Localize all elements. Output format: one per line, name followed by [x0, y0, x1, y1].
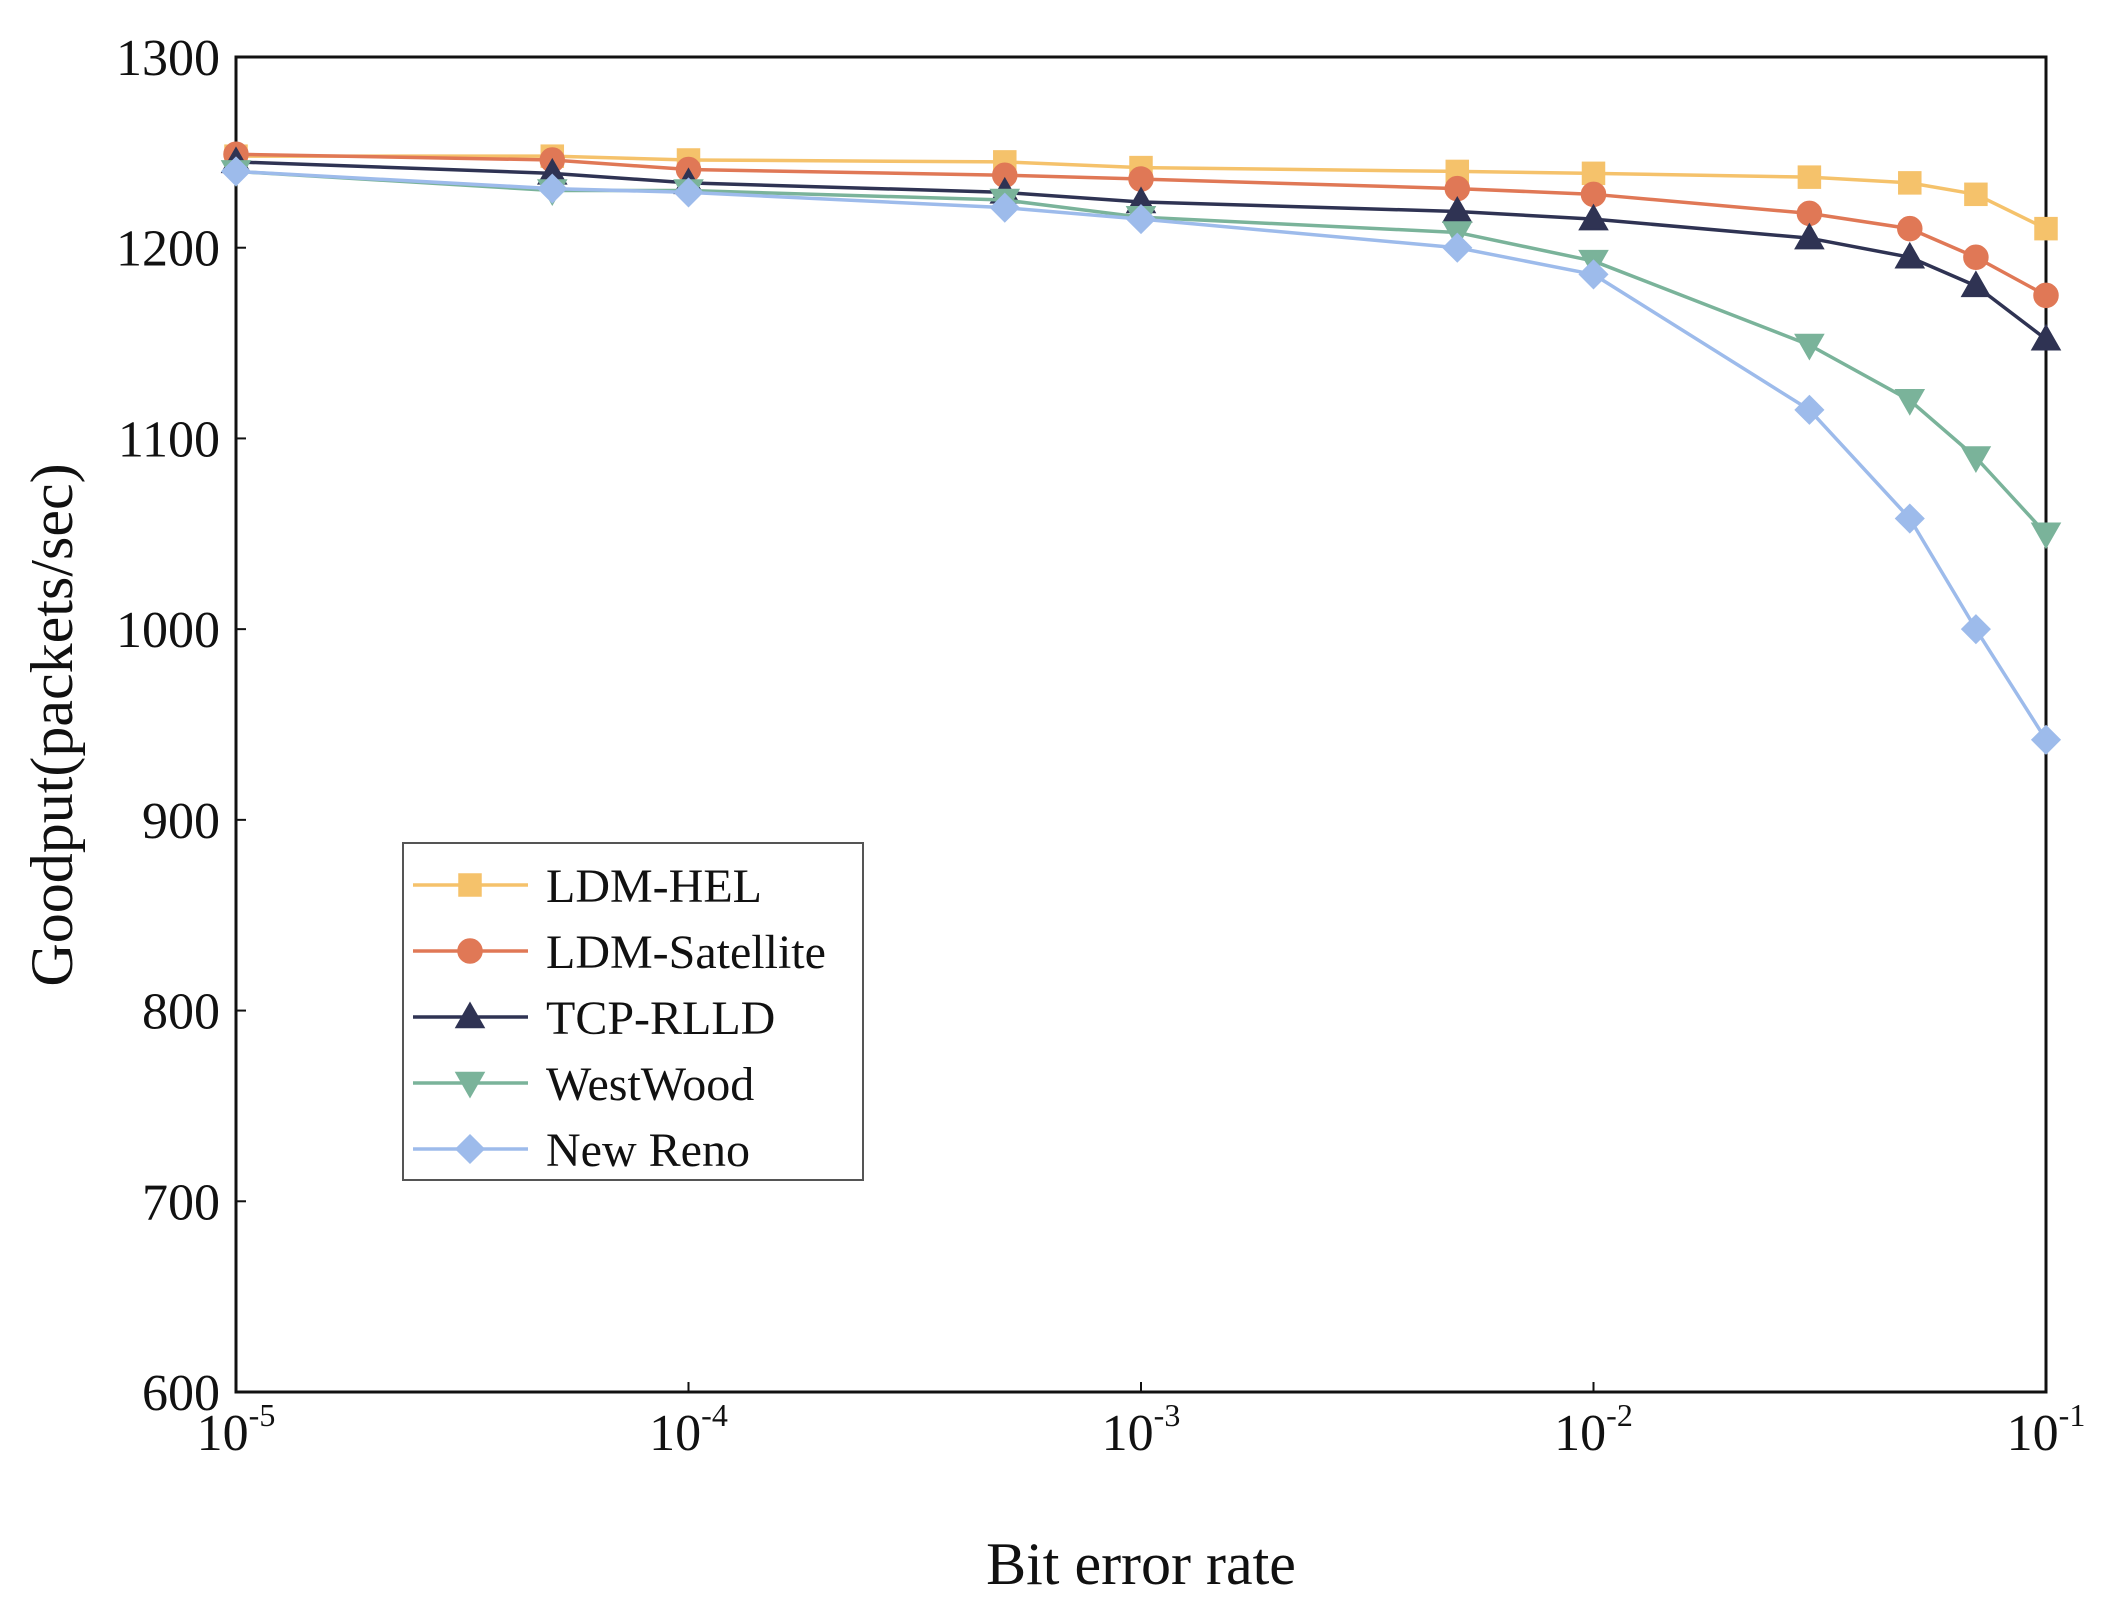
- y-axis-title: Goodput(packets/sec): [19, 463, 85, 986]
- series-new-reno: [220, 156, 2062, 755]
- data-point: [1794, 394, 1825, 425]
- data-point: [1578, 203, 1609, 231]
- data-point: [1963, 244, 1989, 270]
- plot-frame: [234, 55, 2048, 1394]
- legend-item: WestWood: [413, 1058, 754, 1111]
- data-point: [2030, 323, 2062, 351]
- series-ldm-satellite: [223, 141, 2059, 309]
- data-point: [673, 177, 704, 208]
- x-tick-base: 10: [649, 1405, 701, 1462]
- legend-swatch-marker: [458, 873, 482, 897]
- data-point: [1581, 161, 1606, 186]
- data-point: [1442, 232, 1473, 263]
- y-tick-label: 900: [142, 793, 220, 850]
- legend-label: LDM-HEL: [546, 860, 762, 913]
- data-point: [1960, 446, 1992, 474]
- x-tick-label: 10-3: [1102, 1397, 1181, 1462]
- legend-label: WestWood: [546, 1058, 754, 1111]
- x-tick-label-text: 10-1: [2007, 1397, 2086, 1462]
- y-tick-label: 1300: [116, 30, 220, 87]
- x-tick-exponent: -5: [249, 1397, 276, 1433]
- data-point: [1125, 204, 1157, 235]
- data-point: [2034, 216, 2058, 241]
- y-tick-label: 800: [142, 984, 220, 1041]
- data-point: [220, 156, 252, 187]
- legend-swatch-marker: [457, 938, 483, 964]
- x-tick-exponent: -2: [1606, 1397, 1633, 1433]
- x-tick-exponent: -1: [2059, 1397, 2086, 1433]
- y-tick-label: 600: [142, 1365, 220, 1422]
- data-point: [1960, 614, 1991, 645]
- y-tick-label: 700: [142, 1174, 220, 1231]
- y-tick-label: 1000: [116, 602, 220, 659]
- y-tick-label: 1200: [116, 221, 220, 278]
- legend-item: TCP-RLLD: [413, 992, 775, 1045]
- x-tick-exponent: -3: [1154, 1397, 1181, 1433]
- x-tick-label-text: 10-4: [649, 1397, 728, 1462]
- legend-swatch-marker: [454, 1001, 486, 1029]
- x-tick-base: 10: [2007, 1405, 2059, 1462]
- data-point: [1796, 200, 1823, 227]
- data-point: [1794, 333, 1825, 361]
- data-point: [1894, 241, 1926, 269]
- data-point: [1797, 165, 1822, 189]
- x-tick-label: 10-5: [197, 1397, 276, 1462]
- x-tick-label: 10-4: [649, 1397, 728, 1462]
- data-point: [1580, 181, 1607, 208]
- data-point: [1578, 259, 1609, 290]
- x-tick-label-text: 10-3: [1102, 1397, 1181, 1462]
- data-point: [2030, 522, 2062, 550]
- y-tick-label: 1100: [118, 411, 220, 468]
- legend-swatch-marker: [454, 1071, 486, 1099]
- data-point: [1794, 222, 1825, 250]
- x-tick-base: 10: [1554, 1405, 1606, 1462]
- legend-swatch-marker: [454, 1133, 486, 1165]
- x-tick-exponent: -4: [701, 1397, 728, 1433]
- data-point: [1960, 270, 1992, 298]
- x-tick-label: 10-1: [2007, 1397, 2086, 1462]
- data-point: [537, 173, 568, 204]
- legend: LDM-HEL LDM-Satellite TCP-RLLD WestWood New …: [402, 842, 864, 1181]
- data-point: [2033, 282, 2059, 309]
- legend-item: New Reno: [413, 1124, 750, 1177]
- x-tick-label: 10-2: [1554, 1397, 1633, 1462]
- data-point: [1897, 215, 1923, 242]
- legend-label: TCP-RLLD: [546, 992, 775, 1045]
- series-layer: [220, 141, 2062, 755]
- legend-item: LDM-Satellite: [413, 926, 826, 979]
- legend-label: LDM-Satellite: [546, 926, 826, 979]
- x-tick-label-text: 10-5: [197, 1397, 276, 1462]
- legend-label: New Reno: [546, 1124, 750, 1177]
- legend-item: LDM-HEL: [413, 860, 762, 913]
- data-point: [989, 192, 1020, 223]
- series-line: [235, 169, 2048, 741]
- data-point: [1894, 389, 1926, 416]
- x-axis-title: Bit error rate: [986, 1531, 1296, 1597]
- data-point: [1898, 171, 1922, 195]
- x-tick-base: 10: [197, 1405, 249, 1462]
- legend-frame: [402, 842, 864, 1181]
- x-tick-label-text: 10-2: [1554, 1397, 1633, 1462]
- data-point: [1964, 182, 1988, 207]
- data-point: [2030, 724, 2062, 755]
- data-point: [1894, 503, 1925, 534]
- x-tick-base: 10: [1102, 1405, 1154, 1462]
